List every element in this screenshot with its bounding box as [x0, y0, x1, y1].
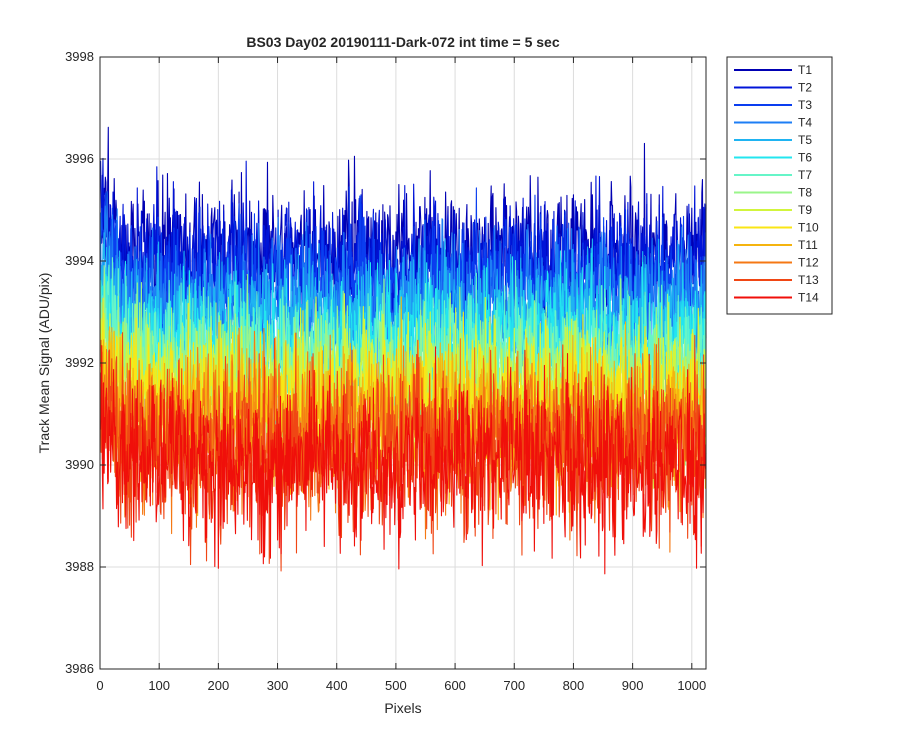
- series-line-t12: [100, 327, 707, 553]
- x-tick-label: 300: [267, 678, 289, 693]
- legend-label-t12: T12: [798, 256, 819, 270]
- y-axis-label: Track Mean Signal (ADU/pix): [36, 273, 52, 454]
- x-tick-label: 800: [563, 678, 585, 693]
- x-axis-label: Pixels: [384, 700, 421, 716]
- y-tick-label: 3994: [65, 253, 94, 268]
- y-tick-label: 3996: [65, 151, 94, 166]
- x-tick-label: 700: [503, 678, 525, 693]
- legend-label-t9: T9: [798, 203, 812, 217]
- legend: T1 T2 T3 T4 T5 T6 T7 T8 T9 T10 T11 T12 T13 T14: [726, 56, 833, 315]
- legend-label-t6: T6: [798, 151, 812, 165]
- y-tick-label: 3990: [65, 457, 94, 472]
- x-tick-label: 600: [444, 678, 466, 693]
- legend-label-t14: T14: [798, 291, 819, 305]
- legend-label-t3: T3: [798, 98, 812, 112]
- ticks: 0 100 200 300 400 500 600 700 800 900 1000 3986 3988…: [65, 49, 706, 693]
- x-tick-label: 900: [622, 678, 644, 693]
- legend-label-t2: T2: [798, 81, 812, 95]
- y-tick-label: 3988: [65, 559, 94, 574]
- legend-label-t1: T1: [798, 63, 812, 77]
- series-layer: [100, 126, 707, 575]
- y-tick-label: 3986: [65, 661, 94, 676]
- legend-label-t8: T8: [798, 186, 812, 200]
- x-tick-label: 0: [96, 678, 103, 693]
- legend-label-t4: T4: [798, 116, 812, 130]
- y-tick-label: 3998: [65, 49, 94, 64]
- y-tick-label: 3992: [65, 355, 94, 370]
- chart-title: BS03 Day02 20190111-Dark-072 int time = …: [246, 34, 559, 50]
- legend-label-t7: T7: [798, 168, 812, 182]
- legend-label-t10: T10: [798, 221, 819, 235]
- legend-label-t13: T13: [798, 273, 819, 287]
- legend-label-t11: T11: [798, 238, 818, 252]
- legend-box: [726, 56, 833, 315]
- series-line-t14: [100, 345, 707, 575]
- x-tick-label: 400: [326, 678, 348, 693]
- x-tick-label: 100: [148, 678, 170, 693]
- x-tick-label: 1000: [677, 678, 706, 693]
- legend-label-t5: T5: [798, 133, 812, 147]
- x-tick-label: 200: [208, 678, 230, 693]
- x-tick-label: 500: [385, 678, 407, 693]
